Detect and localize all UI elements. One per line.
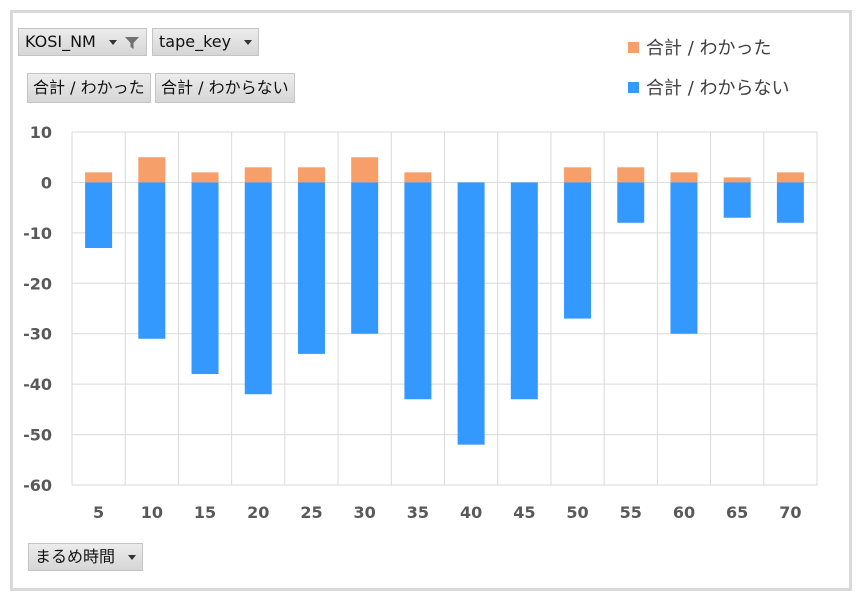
bar-wakaranai xyxy=(723,182,751,218)
bar-wakaranai xyxy=(85,182,113,248)
chart-legend: 合計 / わかった 合計 / わからない xyxy=(628,34,790,114)
value-button-label: 合計 / わかった xyxy=(33,78,145,97)
bar-wakaranai xyxy=(138,182,166,339)
x-tick-label: 55 xyxy=(620,503,642,522)
value-button-wakatta[interactable]: 合計 / わかった xyxy=(27,73,151,103)
bar-wakatta xyxy=(404,172,432,183)
y-axis-labels: 10 0 -10 -20 -30 -40 -50 -60 xyxy=(23,123,52,495)
y-tick-label: 10 xyxy=(30,123,52,142)
legend-label: 合計 / わかった xyxy=(646,38,772,59)
bar-wakaranai xyxy=(351,182,379,334)
legend-label: 合計 / わからない xyxy=(646,78,790,99)
bar-wakatta xyxy=(617,167,645,183)
x-tick-label: 5 xyxy=(93,503,104,522)
legend-item-wakaranai[interactable]: 合計 / わからない xyxy=(628,74,790,100)
bar-wakaranai xyxy=(244,182,272,395)
bar-wakaranai xyxy=(564,182,592,319)
x-tick-label: 65 xyxy=(726,503,748,522)
chevron-down-icon[interactable] xyxy=(128,555,137,560)
x-tick-label: 60 xyxy=(673,503,695,522)
x-tick-label: 10 xyxy=(141,503,163,522)
bar-wakaranai xyxy=(457,182,485,445)
y-tick-label: -50 xyxy=(23,426,52,445)
bar-wakaranai xyxy=(617,182,645,223)
bars xyxy=(85,157,804,445)
x-tick-label: 50 xyxy=(566,503,588,522)
bar-wakatta xyxy=(776,172,804,183)
bar-wakaranai xyxy=(510,182,538,400)
x-tick-label: 20 xyxy=(247,503,269,522)
bar-wakaranai xyxy=(670,182,698,334)
bar-wakaranai xyxy=(776,182,804,223)
bar-wakatta xyxy=(138,157,166,183)
y-tick-label: -20 xyxy=(23,274,52,293)
legend-field-label: tape_key xyxy=(159,32,232,51)
value-button-label: 合計 / わからない xyxy=(161,78,289,97)
x-tick-label: 45 xyxy=(513,503,535,522)
legend-swatch xyxy=(628,81,639,93)
axis-field-button[interactable]: まるめ時間 xyxy=(28,543,144,571)
y-tick-label: -10 xyxy=(23,224,52,243)
y-tick-label: 0 xyxy=(41,173,52,192)
x-tick-label: 30 xyxy=(354,503,376,522)
legend-swatch xyxy=(628,41,639,53)
x-tick-label: 35 xyxy=(407,503,429,522)
x-tick-label: 40 xyxy=(460,503,482,522)
x-axis-labels: 5 10 15 20 25 30 35 40 45 50 55 60 65 70 xyxy=(93,503,801,522)
gridlines xyxy=(71,131,818,486)
bar-wakaranai xyxy=(191,182,219,375)
legend-field-button[interactable]: tape_key xyxy=(152,28,260,56)
bar-wakatta xyxy=(297,167,325,183)
filter-icon[interactable] xyxy=(124,35,140,51)
bar-wakatta xyxy=(670,172,698,183)
x-tick-label: 70 xyxy=(779,503,801,522)
legend-item-wakatta[interactable]: 合計 / わかった xyxy=(628,34,790,60)
chevron-down-icon[interactable] xyxy=(108,40,117,45)
filter-field-button[interactable]: KOSI_NM xyxy=(18,28,148,56)
bar-wakatta xyxy=(85,172,113,183)
filter-field-label: KOSI_NM xyxy=(25,32,96,51)
bar-wakatta xyxy=(351,157,379,183)
y-tick-label: -40 xyxy=(23,375,52,394)
bar-wakatta xyxy=(723,177,751,183)
y-tick-label: -60 xyxy=(23,476,52,495)
bar-wakatta xyxy=(244,167,272,183)
bar-wakatta xyxy=(191,172,219,183)
bar-wakaranai xyxy=(404,182,432,400)
value-button-wakaranai[interactable]: 合計 / わからない xyxy=(155,73,295,103)
x-tick-label: 25 xyxy=(300,503,322,522)
chevron-down-icon[interactable] xyxy=(244,40,253,45)
y-tick-label: -30 xyxy=(23,325,52,344)
axis-field-label: まるめ時間 xyxy=(35,547,116,566)
bar-wakaranai xyxy=(297,182,325,354)
x-tick-label: 15 xyxy=(194,503,216,522)
bar-wakatta xyxy=(564,167,592,183)
